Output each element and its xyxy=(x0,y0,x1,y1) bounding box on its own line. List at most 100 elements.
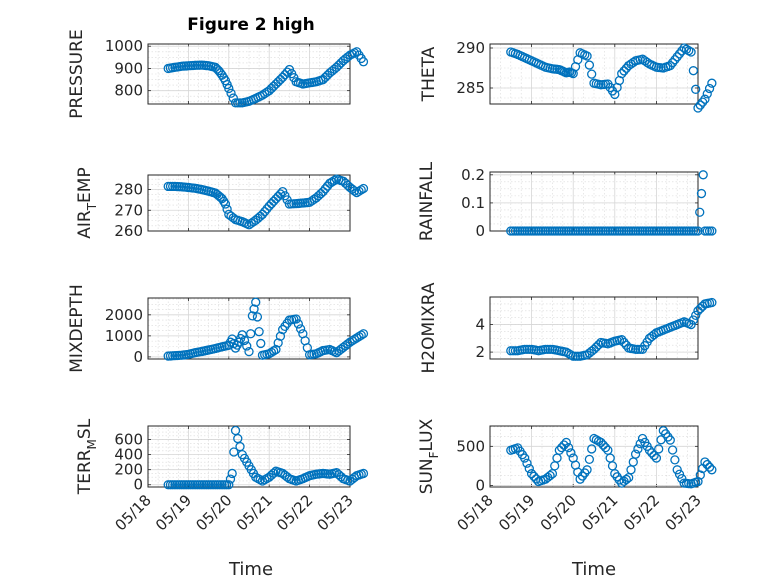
data-point xyxy=(358,57,369,67)
data-point xyxy=(672,465,682,475)
data-point xyxy=(271,344,281,355)
data-point xyxy=(356,330,366,340)
panel-pressure: 800 900 1000 PRESSURE xyxy=(67,29,369,119)
data-point xyxy=(531,474,541,484)
data-point xyxy=(520,453,530,463)
panel-mixdepth: 0 1000 2000 MIXDEPTH xyxy=(67,284,369,373)
series-sun_flux xyxy=(506,426,717,489)
data-point xyxy=(695,470,705,480)
data-point xyxy=(644,445,655,455)
x-axis-label-right: Time xyxy=(571,559,616,580)
data-point xyxy=(700,457,710,467)
data-point xyxy=(681,44,692,54)
data-point xyxy=(249,304,259,314)
data-point xyxy=(647,448,657,458)
data-point xyxy=(686,319,696,330)
data-point xyxy=(561,437,571,448)
data-point xyxy=(222,204,232,214)
x-tick-label: 05/19 xyxy=(495,491,538,534)
data-point xyxy=(587,69,597,79)
panel-air_temp: 260 270 280 AIRTEMP xyxy=(75,167,369,240)
y-axis-label-h2omixra: H2OMIXRA xyxy=(419,282,439,373)
data-point xyxy=(251,297,261,307)
y-tick-label: 800 xyxy=(114,82,143,100)
x-tick-label: 05/19 xyxy=(152,491,195,534)
series-air_temp xyxy=(163,174,369,230)
y-axis-label-theta: THETA xyxy=(419,46,439,102)
data-point xyxy=(688,315,699,325)
data-point xyxy=(672,52,682,62)
y-tick-label: 900 xyxy=(114,59,143,77)
series-theta xyxy=(506,43,717,113)
data-point xyxy=(356,185,366,195)
x-tick-label: 05/22 xyxy=(620,491,663,534)
data-point xyxy=(282,67,292,77)
data-point xyxy=(684,46,694,56)
x-tick-label: 05/23 xyxy=(662,491,705,534)
data-point xyxy=(621,474,632,485)
data-point xyxy=(617,68,627,79)
data-point xyxy=(566,448,576,458)
data-point xyxy=(295,324,306,334)
data-point xyxy=(291,314,301,324)
y-tick-label: 270 xyxy=(114,201,143,219)
data-point xyxy=(617,335,627,345)
data-point xyxy=(584,454,595,465)
data-point xyxy=(252,312,263,322)
data-point xyxy=(257,209,268,220)
data-point xyxy=(679,43,689,53)
data-point xyxy=(582,465,592,475)
y-tick-label: 400 xyxy=(114,446,143,464)
data-point xyxy=(529,471,539,481)
data-point xyxy=(566,350,576,360)
data-point xyxy=(275,189,286,199)
data-point xyxy=(600,442,611,453)
data-point xyxy=(665,435,675,445)
data-point xyxy=(293,319,304,329)
y-tick-label: 290 xyxy=(456,39,485,57)
data-point xyxy=(273,338,283,348)
data-point xyxy=(325,178,335,188)
data-point xyxy=(697,97,708,107)
data-point xyxy=(524,463,534,474)
data-point xyxy=(621,340,632,350)
data-point xyxy=(349,186,360,196)
data-point xyxy=(691,310,701,321)
data-point xyxy=(707,297,717,308)
data-point xyxy=(695,207,705,217)
data-point xyxy=(247,311,258,321)
data-point xyxy=(707,465,717,475)
y-tick-label: 0.1 xyxy=(461,194,485,212)
y-tick-label: 200 xyxy=(114,461,143,479)
y-tick-label: 4 xyxy=(475,316,485,334)
x-tick-label: 05/18 xyxy=(454,491,497,534)
data-point xyxy=(700,94,710,104)
data-point xyxy=(640,56,650,66)
y-axis-label-pressure: PRESSURE xyxy=(67,29,87,118)
y-tick-label: 280 xyxy=(114,181,143,199)
data-point xyxy=(693,226,703,236)
data-point xyxy=(651,453,662,463)
data-point xyxy=(225,474,236,484)
data-point xyxy=(226,88,236,98)
data-point xyxy=(704,83,715,94)
data-point xyxy=(587,444,597,454)
data-point xyxy=(674,469,685,479)
data-point xyxy=(674,49,685,59)
x-tick-label: 05/21 xyxy=(578,491,621,534)
y-tick-label: 1000 xyxy=(105,37,143,55)
data-point xyxy=(545,470,555,481)
x-axis-label-left: Time xyxy=(228,559,273,580)
y-tick-label: 0.2 xyxy=(461,166,485,184)
data-point xyxy=(526,469,537,479)
x-tick-label: 05/23 xyxy=(314,491,357,534)
x-tick-label: 05/22 xyxy=(273,491,316,534)
data-point xyxy=(667,445,678,455)
x-tick-label: 05/21 xyxy=(233,491,276,534)
y-tick-label: 0 xyxy=(133,348,143,366)
data-point xyxy=(686,47,696,57)
data-point xyxy=(702,459,712,470)
data-point xyxy=(563,442,574,453)
